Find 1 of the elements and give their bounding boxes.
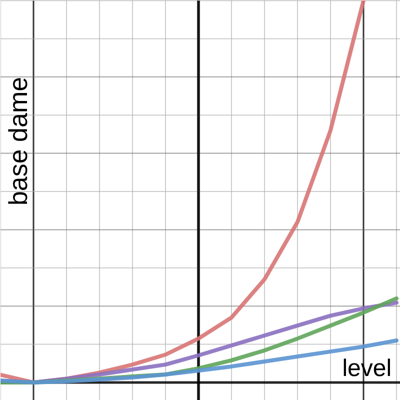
y-axis-title: base dame	[3, 76, 34, 206]
